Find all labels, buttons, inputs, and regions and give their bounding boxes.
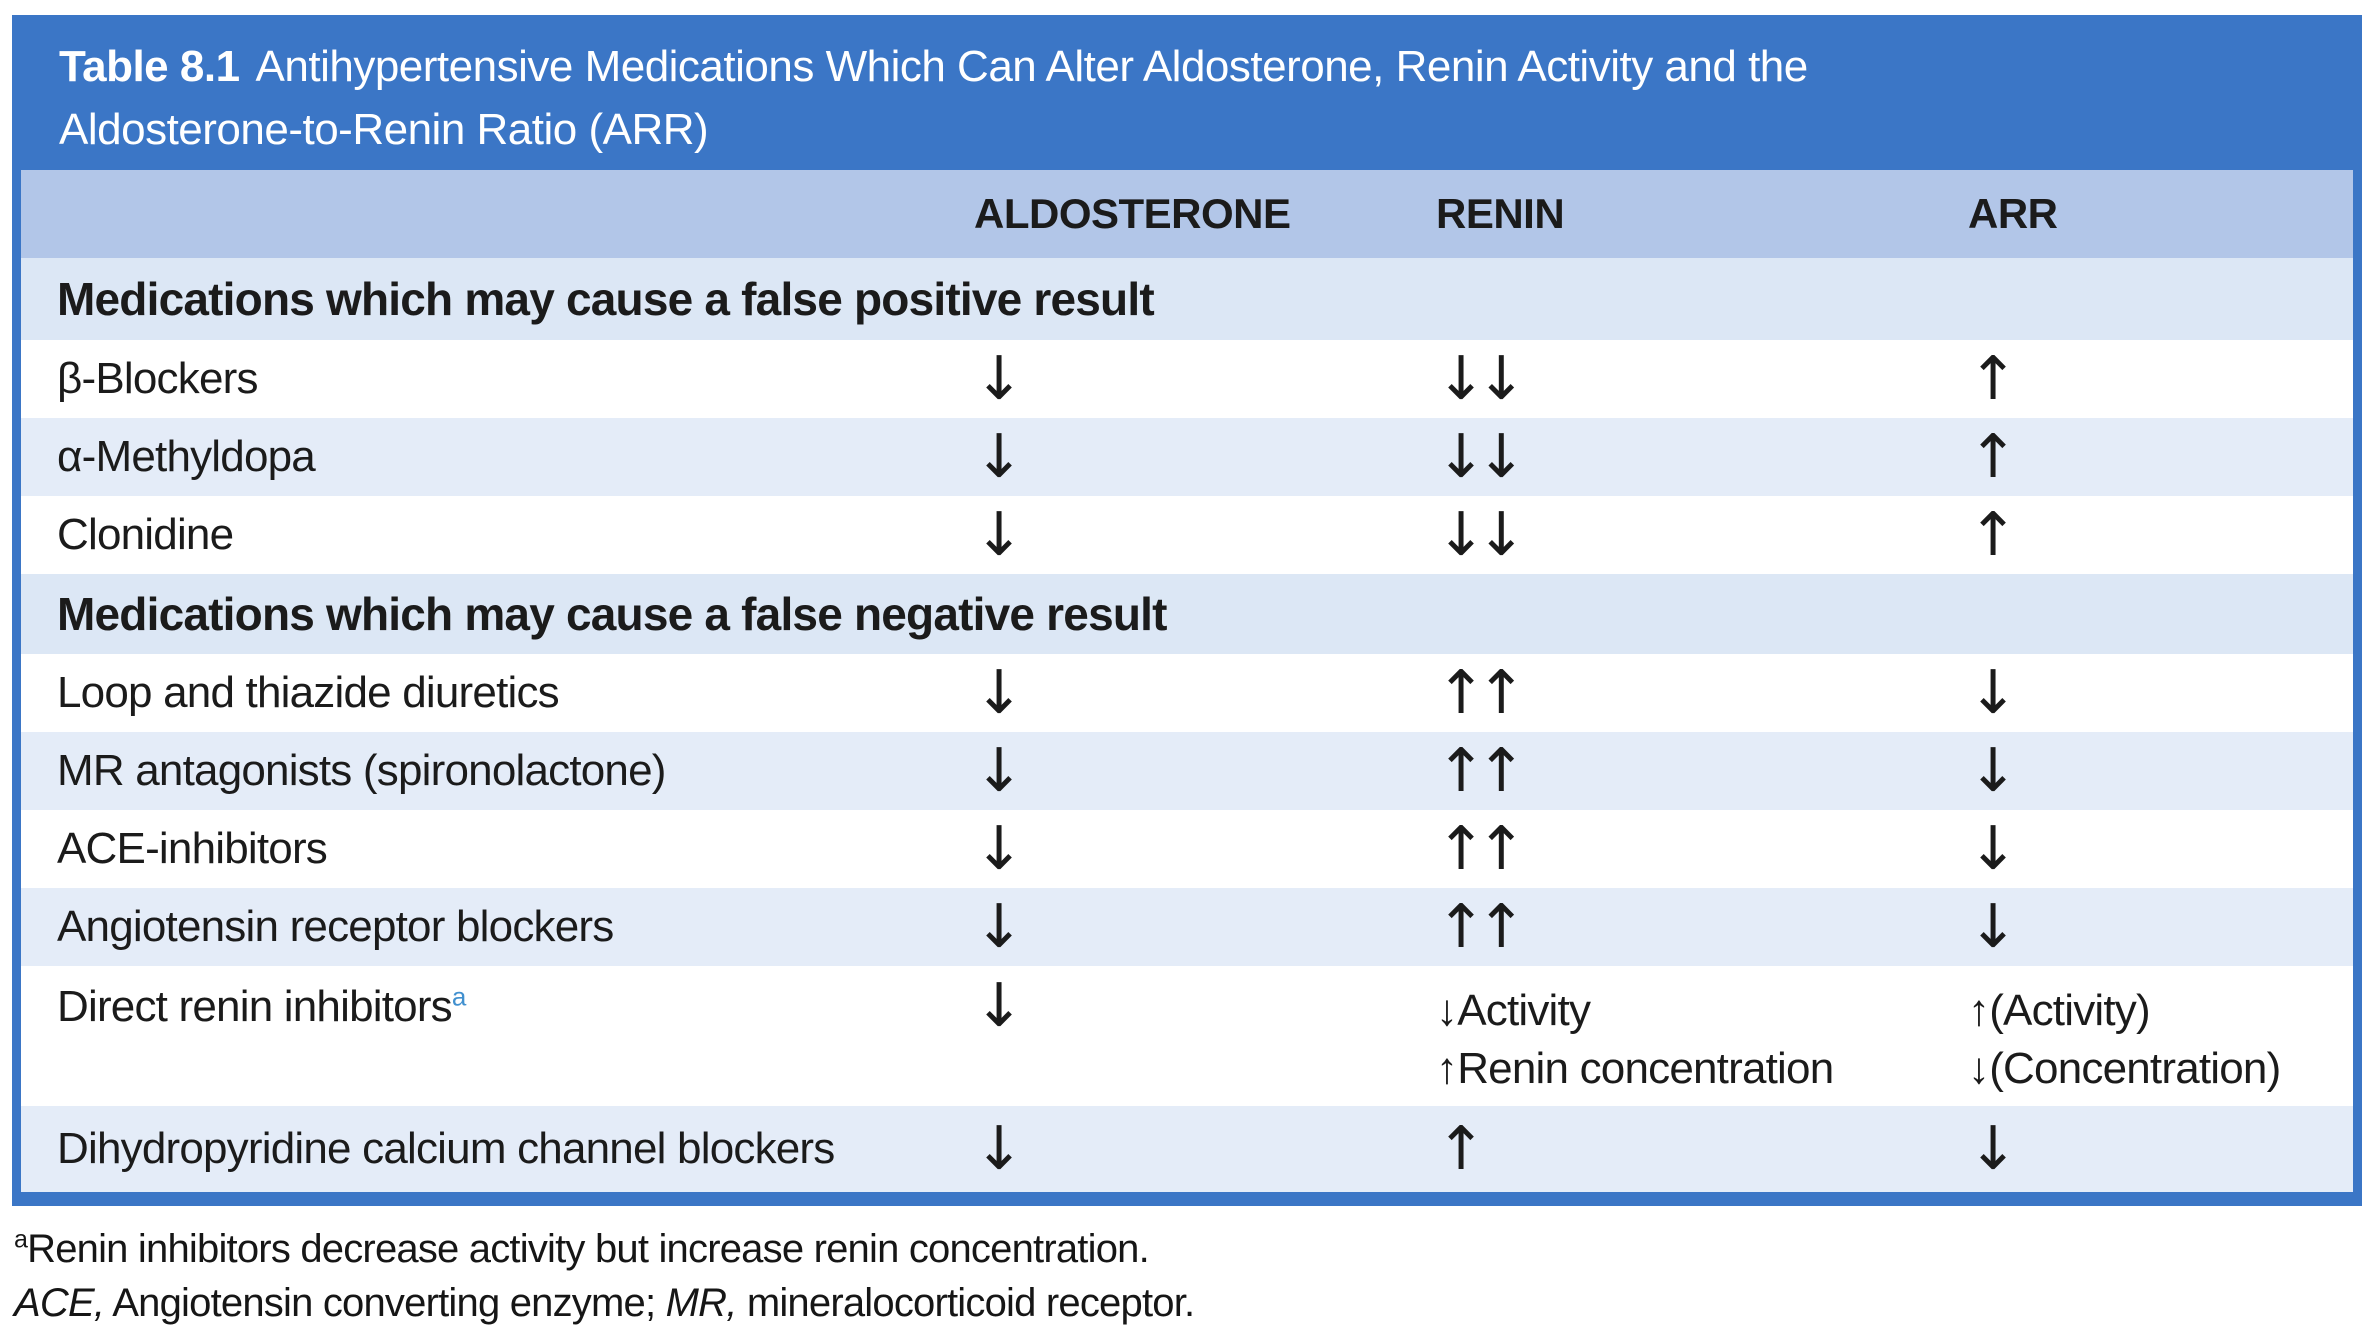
row-mr-antagonists: MR antagonists (spironolactone) ↓ ↑↑ ↓ <box>21 732 2353 810</box>
row-beta-blockers: β-Blockers ↓ ↓↓ ↑ <box>21 340 2353 418</box>
row-loop-thiazide-diuretics: Loop and thiazide diuretics ↓ ↑↑ ↓ <box>21 654 2353 732</box>
renin-value: ↑ <box>1436 1114 1486 1184</box>
section-header-false-positive: Medications which may cause a false posi… <box>21 258 2353 340</box>
aldosterone-value: ↓ <box>974 814 1024 884</box>
arr-value: ↑(Activity) ↓(Concentration) <box>1968 986 2281 1093</box>
aldosterone-value: ↓ <box>974 344 1024 414</box>
column-header-row: ALDOSTERONE RENIN ARR <box>21 170 2353 258</box>
row-alpha-methyldopa: α-Methyldopa ↓ ↓↓ ↑ <box>21 418 2353 496</box>
table-title-text: Antihypertensive Medications Which Can A… <box>59 42 1808 154</box>
aldosterone-value: ↓ <box>974 736 1024 806</box>
renin-value: ↓↓ <box>1436 500 1527 570</box>
arr-value: ↑ <box>1968 344 2018 414</box>
aldosterone-value: ↓ <box>974 422 1024 492</box>
arr-value: ↓ <box>1968 892 2018 962</box>
abbrev-ace-term: ACE, <box>14 1281 105 1325</box>
footnote-a-marker: a <box>14 1225 28 1254</box>
aldosterone-value: ↓ <box>974 892 1024 962</box>
column-header-renin: RENIN <box>1436 190 1565 237</box>
renin-value: ↑↑ <box>1436 892 1527 962</box>
aldosterone-value: ↓ <box>974 1114 1024 1184</box>
renin-value: ↑↑ <box>1436 814 1527 884</box>
column-header-aldosterone: ALDOSTERONE <box>974 190 1291 237</box>
table-title-bar: Table 8.1 Antihypertensive Medications Wh… <box>12 15 2362 170</box>
renin-value: ↓Activity ↑Renin concentration <box>1436 986 1834 1093</box>
medication-name: Angiotensin receptor blockers <box>57 902 614 951</box>
section-header-false-negative: Medications which may cause a false nega… <box>21 574 2353 654</box>
arr-value: ↓ <box>1968 658 2018 728</box>
aldosterone-value: ↓ <box>974 971 1024 1041</box>
medication-name: α-Methyldopa <box>57 432 316 481</box>
footnote-a-marker: a <box>451 981 466 1012</box>
row-clonidine: Clonidine ↓ ↓↓ ↑ <box>21 496 2353 574</box>
table-8-1: Table 8.1 Antihypertensive Medications Wh… <box>12 15 2362 1206</box>
footnote-a-text: Renin inhibitors decrease activity but i… <box>27 1227 1150 1271</box>
medication-name: β-Blockers <box>57 354 258 403</box>
footnote-a: aRenin inhibitors decrease activity but … <box>14 1222 1194 1276</box>
row-direct-renin-inhibitors: Direct renin inhibitorsa ↓ ↓Activity ↑Re… <box>21 966 2353 1106</box>
medication-name: ACE-inhibitors <box>57 824 328 873</box>
medication-name: MR antagonists (spironolactone) <box>57 746 666 795</box>
row-ace-inhibitors: ACE-inhibitors ↓ ↑↑ ↓ <box>21 810 2353 888</box>
renin-value: ↓↓ <box>1436 344 1527 414</box>
medication-name: Dihydropyridine calcium channel blockers <box>57 1124 835 1173</box>
table-number: Table 8.1 <box>59 42 240 91</box>
medication-name: Clonidine <box>57 510 234 559</box>
arr-value: ↑ <box>1968 422 2018 492</box>
abbrev-mr-term: MR, <box>665 1281 738 1325</box>
section-header-label: Medications which may cause a false nega… <box>57 588 1167 640</box>
row-dihydropyridine-ccb: Dihydropyridine calcium channel blockers… <box>21 1106 2353 1192</box>
arr-value: ↓ <box>1968 814 2018 884</box>
table-bottom-border <box>12 1192 2362 1206</box>
renin-value: ↑↑ <box>1436 736 1527 806</box>
table-title: Table 8.1 Antihypertensive Medications Wh… <box>59 35 2049 161</box>
section-header-label: Medications which may cause a false posi… <box>57 273 1155 325</box>
medication-name: Loop and thiazide diuretics <box>57 668 560 717</box>
footnote-abbreviations: ACE, Angiotensin converting enzyme; MR, … <box>14 1276 1195 1330</box>
renin-value: ↓↓ <box>1436 422 1527 492</box>
abbrev-ace-definition: Angiotensin converting enzyme; <box>104 1281 666 1325</box>
arr-value: ↓ <box>1968 1114 2018 1184</box>
row-angiotensin-receptor-blockers: Angiotensin receptor blockers ↓ ↑↑ ↓ <box>21 888 2353 966</box>
abbrev-mr-definition: mineralocorticoid receptor. <box>736 1281 1195 1325</box>
medication-name-text: Direct renin inhibitors <box>57 982 453 1031</box>
arr-value: ↓ <box>1968 736 2018 806</box>
column-header-arr: ARR <box>1968 190 2058 237</box>
medication-name: Direct renin inhibitorsa <box>21 966 974 1032</box>
aldosterone-value: ↓ <box>974 658 1024 728</box>
aldosterone-value: ↓ <box>974 500 1024 570</box>
footnotes: aRenin inhibitors decrease activity but … <box>14 1222 1195 1330</box>
renin-value: ↑↑ <box>1436 658 1527 728</box>
arr-value: ↑ <box>1968 500 2018 570</box>
